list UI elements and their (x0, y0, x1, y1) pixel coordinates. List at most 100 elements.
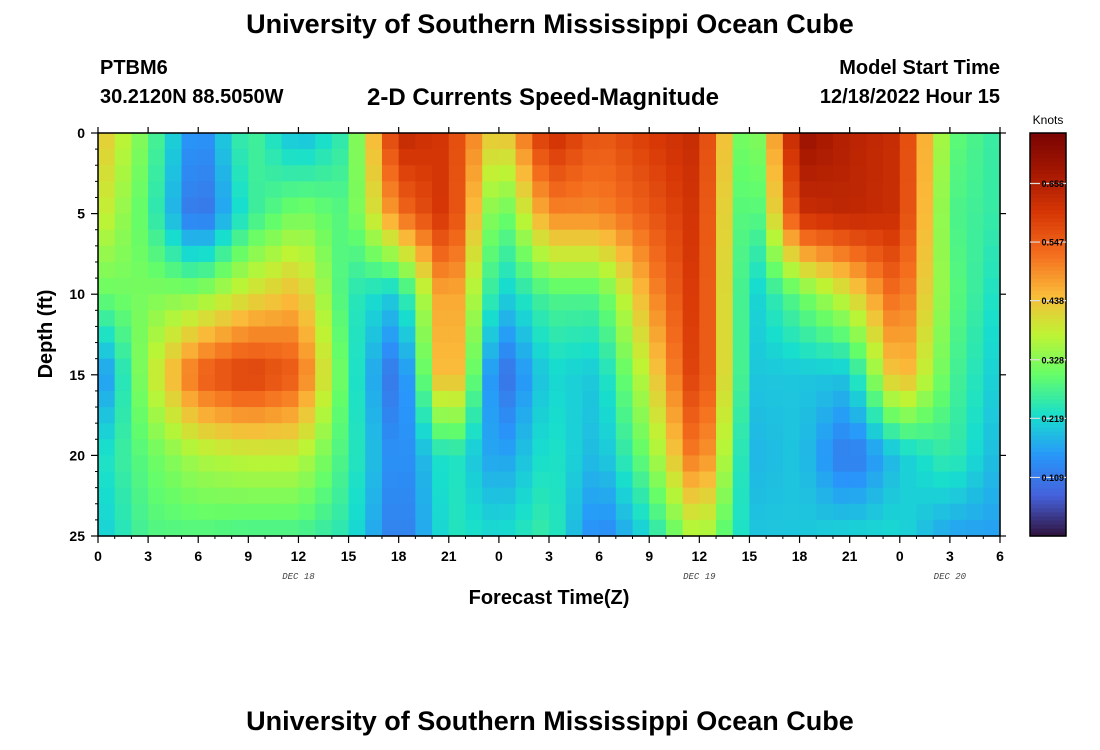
heatmap-cell (699, 487, 717, 505)
heatmap-cell (482, 407, 500, 424)
heatmap-cell (181, 342, 199, 360)
heatmap-cell (482, 213, 500, 231)
heatmap-cell (699, 471, 717, 489)
y-tick-label: 25 (69, 528, 85, 544)
heatmap-cell (782, 165, 801, 182)
heatmap-cell (883, 471, 901, 489)
heatmap-cell (665, 213, 684, 231)
heatmap-cell (916, 390, 934, 408)
heatmap-cell (933, 245, 951, 263)
heatmap-cell (549, 165, 567, 182)
heatmap-cell (298, 197, 316, 215)
heatmap-cell (114, 519, 132, 537)
heatmap-cell (632, 407, 650, 424)
heatmap-cell (599, 407, 617, 424)
heatmap-cell (148, 278, 166, 295)
heatmap-cell (298, 423, 316, 440)
heatmap-cell (983, 197, 1001, 215)
heatmap-cell (849, 133, 867, 150)
heatmap-cell (599, 229, 617, 247)
heatmap-cell (365, 439, 383, 456)
heatmap-cell (749, 165, 767, 182)
heatmap-cell (749, 310, 767, 328)
heatmap-cell (782, 245, 801, 263)
heatmap-cell (498, 471, 517, 489)
heatmap-cell (699, 261, 717, 279)
heatmap-cell (98, 503, 116, 521)
colorbar-tick-label: 0.656 (1041, 179, 1064, 189)
heatmap-cell (298, 278, 316, 295)
heatmap-cell (699, 149, 717, 166)
heatmap-cell (949, 407, 968, 424)
colorbar-step (1030, 157, 1066, 162)
heatmap-cell (498, 229, 517, 247)
heatmap-cell (98, 487, 116, 505)
heatmap-cell (398, 197, 416, 215)
heatmap-cell (164, 358, 183, 376)
heatmap-cell (933, 407, 951, 424)
heatmap-cell (515, 165, 533, 182)
heatmap-cell (716, 229, 734, 247)
heatmap-cell (465, 197, 483, 215)
heatmap-cell (432, 374, 450, 392)
colorbar-step (1030, 358, 1066, 364)
colorbar-step (1030, 523, 1066, 529)
heatmap-cell (849, 342, 867, 360)
heatmap-cell (849, 503, 867, 521)
heatmap-cell (732, 471, 751, 489)
heatmap-cell (415, 310, 433, 328)
heatmap-cell (983, 471, 1001, 489)
heatmap-cell (983, 149, 1001, 166)
heatmap-cell (181, 519, 199, 537)
heatmap-cell (549, 374, 567, 392)
heatmap-cell (933, 133, 951, 150)
heatmap-cell (599, 326, 617, 344)
heatmap-cell (766, 181, 784, 199)
heatmap-cell (465, 374, 483, 392)
heatmap-cell (498, 358, 517, 376)
heatmap-cell (415, 503, 433, 521)
heatmap-cell (949, 390, 968, 408)
heatmap-cell (114, 455, 132, 473)
heatmap-cell (381, 390, 400, 408)
heatmap-cell (515, 503, 533, 521)
heatmap-cell (415, 342, 433, 360)
heatmap-cell (131, 165, 149, 182)
heatmap-cell (231, 181, 249, 199)
heatmap-cell (549, 133, 567, 150)
heatmap-cell (749, 423, 767, 440)
heatmap-cell (615, 487, 634, 505)
heatmap-cell (465, 213, 483, 231)
heatmap-cell (899, 229, 918, 247)
heatmap-cell (933, 181, 951, 199)
heatmap-cell (265, 213, 283, 231)
colorbar-step (1030, 270, 1066, 275)
heatmap-cell (899, 423, 918, 440)
y-tick-label: 10 (69, 286, 85, 302)
heatmap-cell (615, 294, 634, 311)
heatmap-cell (582, 455, 600, 473)
heatmap-cell (766, 471, 784, 489)
heatmap-cell (131, 439, 149, 456)
heatmap-cell (832, 133, 851, 150)
x-tick-label: 3 (144, 548, 152, 564)
colorbar-tick-label: 0.109 (1041, 473, 1064, 483)
heatmap-cell (933, 213, 951, 231)
heatmap-cell (732, 439, 751, 456)
colorbar-step (1030, 310, 1066, 315)
heatmap-cell (465, 294, 483, 311)
heatmap-cell (298, 342, 316, 360)
heatmap-cell (649, 261, 667, 279)
heatmap-cell (331, 165, 350, 182)
colorbar-step (1030, 479, 1066, 485)
heatmap-cell (164, 149, 183, 166)
heatmap-cell (231, 455, 249, 473)
heatmap-cell (599, 278, 617, 295)
x-tick-label: 9 (645, 548, 653, 564)
heatmap-cell (933, 358, 951, 376)
heatmap-cell (482, 165, 500, 182)
heatmap-cell (415, 423, 433, 440)
heatmap-cell (966, 310, 984, 328)
heatmap-cell (883, 423, 901, 440)
colorbar-step (1030, 443, 1066, 448)
